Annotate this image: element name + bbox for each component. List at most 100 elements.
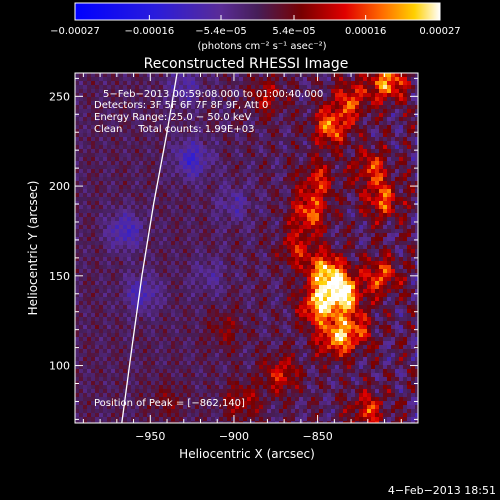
heatmap-cell [291,161,296,166]
heatmap-cell [403,265,408,270]
heatmap-cell [387,145,392,150]
heatmap-cell [323,177,328,182]
heatmap-cell [135,257,140,262]
heatmap-cell [123,289,128,294]
heatmap-cell [395,81,400,86]
heatmap-cell [411,101,416,106]
heatmap-cell [159,273,164,278]
heatmap-cell [247,245,252,250]
heatmap-cell [363,165,368,170]
heatmap-cell [219,73,224,78]
heatmap-cell [343,249,348,254]
heatmap-cell [411,185,416,190]
heatmap-cell [227,149,232,154]
heatmap-cell [219,121,224,126]
heatmap-cell [203,85,208,90]
heatmap-cell [303,249,308,254]
heatmap-cell [279,197,284,202]
heatmap-cell [407,281,412,286]
heatmap-cell [279,257,284,262]
heatmap-cell [135,89,140,94]
heatmap-cell [203,197,208,202]
heatmap-cell [111,89,116,94]
heatmap-cell [87,245,92,250]
heatmap-cell [127,241,132,246]
heatmap-cell [91,281,96,286]
heatmap-cell [311,205,316,210]
heatmap-cell [175,273,180,278]
heatmap-cell [371,253,376,258]
heatmap-cell [147,141,152,146]
heatmap-cell [343,173,348,178]
heatmap-cell [187,285,192,290]
heatmap-cell [143,145,148,150]
heatmap-cell [107,301,112,306]
heatmap-cell [271,89,276,94]
heatmap-cell [415,269,418,274]
heatmap-cell [415,257,418,262]
heatmap-cell [79,89,84,94]
heatmap-cell [259,109,264,114]
heatmap-cell [115,209,120,214]
heatmap-cell [323,125,328,130]
heatmap-cell [375,101,380,106]
heatmap-cell [119,245,124,250]
heatmap-cell [331,165,336,170]
heatmap-cell [331,285,336,290]
heatmap-cell [207,97,212,102]
heatmap-cell [375,181,380,186]
heatmap-cell [211,293,216,298]
heatmap-cell [195,125,200,130]
heatmap-cell [403,273,408,278]
heatmap-cell [219,129,224,134]
heatmap-cell [219,229,224,234]
heatmap-cell [271,73,276,78]
heatmap-cell [335,233,340,238]
heatmap-cell [219,233,224,238]
heatmap-cell [287,181,292,186]
heatmap-cell [227,249,232,254]
heatmap-cell [79,289,84,294]
heatmap-cell [335,277,340,282]
heatmap-cell [379,293,384,298]
heatmap-cell [175,173,180,178]
heatmap-cell [151,133,156,138]
heatmap-cell [235,189,240,194]
heatmap-cell [247,201,252,206]
heatmap-cell [251,181,256,186]
heatmap-cell [335,249,340,254]
heatmap-cell [303,189,308,194]
heatmap-cell [363,193,368,198]
heatmap-cell [95,289,100,294]
heatmap-cell [83,229,88,234]
heatmap-cell [75,237,80,242]
heatmap-cell [215,237,220,242]
heatmap-cell [187,129,192,134]
heatmap-cell [363,189,368,194]
heatmap-cell [151,193,156,198]
heatmap-cell [127,301,132,306]
heatmap-cell [83,285,88,290]
heatmap-cell [191,97,196,102]
heatmap-cell [191,113,196,118]
heatmap-cell [111,237,116,242]
heatmap-cell [247,109,252,114]
heatmap-cell [203,117,208,122]
heatmap-cell [131,157,136,162]
heatmap-cell [403,141,408,146]
heatmap-cell [275,141,280,146]
heatmap-cell [251,193,256,198]
heatmap-cell [331,209,336,214]
heatmap-cell [275,77,280,82]
heatmap-cell [403,217,408,222]
heatmap-cell [83,145,88,150]
heatmap-cell [255,213,260,218]
heatmap-cell [275,161,280,166]
heatmap-cell [163,177,168,182]
heatmap-cell [315,221,320,226]
heatmap-cell [323,133,328,138]
heatmap-cell [95,237,100,242]
heatmap-cell [303,181,308,186]
heatmap-cell [231,121,236,126]
heatmap-cell [399,93,404,98]
